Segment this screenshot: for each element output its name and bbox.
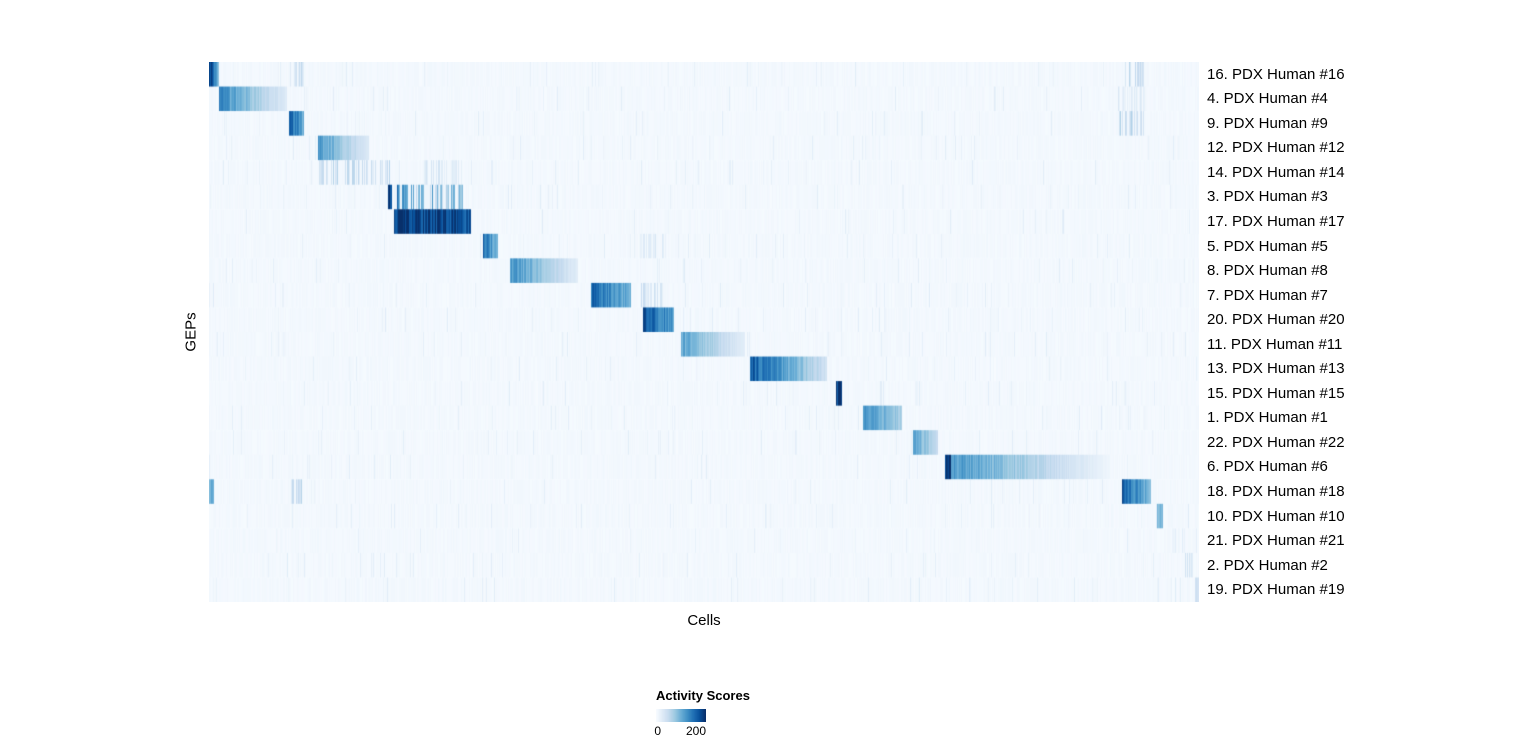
row-label: 5. PDX Human #5 <box>1207 237 1328 255</box>
heatmap-canvas <box>209 62 1199 602</box>
row-label: 2. PDX Human #2 <box>1207 556 1328 574</box>
legend-tick-min: 0 <box>654 724 662 738</box>
row-label: 17. PDX Human #17 <box>1207 213 1345 231</box>
row-label: 22. PDX Human #22 <box>1207 433 1345 451</box>
y-axis-label: GEPs <box>182 312 200 352</box>
row-labels: 16. PDX Human #16 4. PDX Human #4 9. PDX H… <box>1207 62 1427 602</box>
row-label: 1. PDX Human #1 <box>1207 409 1328 427</box>
row-label: 9. PDX Human #9 <box>1207 114 1328 132</box>
legend-ticks: 0 200 <box>654 724 796 739</box>
legend-colorbar <box>656 709 706 722</box>
legend-tick-max: 200 <box>685 724 707 738</box>
row-label: 14. PDX Human #14 <box>1207 163 1345 181</box>
row-label: 15. PDX Human #15 <box>1207 384 1345 402</box>
row-label: 7. PDX Human #7 <box>1207 286 1328 304</box>
row-label: 12. PDX Human #12 <box>1207 139 1345 157</box>
row-label: 11. PDX Human #11 <box>1207 335 1343 353</box>
row-label: 21. PDX Human #21 <box>1207 532 1345 550</box>
x-axis-label: Cells <box>687 612 721 629</box>
legend: Activity Scores 0 200 <box>654 688 796 739</box>
row-label: 16. PDX Human #16 <box>1207 65 1345 83</box>
legend-title: Activity Scores <box>656 688 750 703</box>
row-label: 20. PDX Human #20 <box>1207 311 1345 329</box>
row-label: 13. PDX Human #13 <box>1207 360 1345 378</box>
row-label: 3. PDX Human #3 <box>1207 188 1328 206</box>
row-label: 10. PDX Human #10 <box>1207 507 1345 525</box>
row-label: 4. PDX Human #4 <box>1207 90 1328 108</box>
row-label: 6. PDX Human #6 <box>1207 458 1328 476</box>
row-label: 8. PDX Human #8 <box>1207 262 1328 280</box>
row-label: 19. PDX Human #19 <box>1207 581 1345 599</box>
row-label: 18. PDX Human #18 <box>1207 483 1345 501</box>
